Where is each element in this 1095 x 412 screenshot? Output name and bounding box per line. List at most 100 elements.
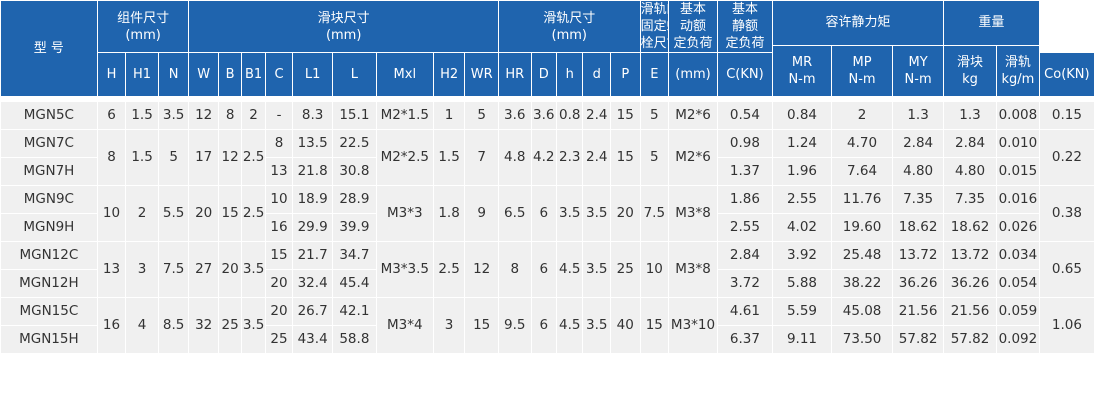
n-cell: 5	[157, 129, 190, 186]
h1-cell: 3	[125, 241, 159, 298]
b-cell: 20	[217, 241, 243, 298]
bolt-size-cell: M3*8	[668, 241, 718, 298]
h1-cell: 2	[125, 185, 159, 242]
l-cell: 58.8	[331, 325, 377, 354]
e-cell: 15	[639, 297, 670, 354]
b-cell: 8	[217, 101, 243, 130]
h-cell: 10	[96, 185, 127, 242]
mr-cell: 2	[831, 101, 894, 130]
model-cell: MGN7H	[0, 157, 98, 186]
hr-cell: 8	[497, 241, 532, 298]
h1-cell: 1.5	[125, 129, 159, 186]
rail-h-cell: 2.3	[556, 129, 584, 186]
header-rail-bolt: 滑轨的 固定螺 栓尺寸	[639, 0, 670, 53]
header-sub-wr: WR	[464, 52, 499, 97]
block-weight-cell: 0.059	[996, 297, 1040, 326]
h2-cell: 1	[432, 101, 466, 130]
header-sub-b: B	[217, 52, 243, 97]
model-cell: MGN7C	[0, 129, 98, 158]
h1-cell: 4	[125, 297, 159, 354]
mp-cell: 1.3	[892, 101, 945, 130]
bolt-size-cell: M2*6	[668, 129, 718, 186]
h-cell: 6	[96, 101, 127, 130]
static-load-cell: 5.88	[771, 269, 833, 298]
header-sub-n: N	[157, 52, 190, 97]
model-cell: MGN12H	[0, 269, 98, 298]
static-load-cell: 4.02	[771, 213, 833, 242]
header-my: MY N-m	[892, 45, 945, 97]
rail-weight-cell: 0.65	[1038, 241, 1095, 298]
mp-cell: 18.62	[892, 213, 945, 242]
header-sub-co-kn: Co(KN)	[1038, 52, 1095, 97]
n-cell: 3.5	[157, 101, 190, 130]
rail-h-cell: 4.5	[556, 241, 584, 298]
header-sub-h1: H1	[125, 52, 159, 97]
n-cell: 8.5	[157, 297, 190, 354]
header-sub-w: W	[188, 52, 219, 97]
dynamic-load-cell: 0.98	[716, 129, 773, 158]
header-sub-p: P	[609, 52, 641, 97]
header-sub-h-rail: h	[556, 52, 584, 97]
header-gap	[0, 96, 1095, 102]
header-mr: MR N-m	[771, 45, 833, 97]
header-mp: MP N-m	[831, 45, 894, 97]
block-weight-cell: 0.034	[996, 241, 1040, 270]
b-cell: 25	[217, 297, 243, 354]
table-row: MGN9C 10 2 5.5 20 15 2.5 10 18.9 28.9 M3*3 1.8 9 6.5 6…	[0, 185, 1095, 242]
table-row: MGN15C 16 4 8.5 32 25 3.5 20 26.7 42.1 M3*4 3 15 9.5 6…	[0, 297, 1095, 354]
header-rail-dims: 滑轨尺寸 (mm)	[497, 0, 641, 53]
block-weight-cell: 0.092	[996, 325, 1040, 354]
my-cell: 13.72	[943, 241, 998, 270]
l-cell: 45.4	[331, 269, 377, 298]
h-cell: 8	[96, 129, 127, 186]
rail-d-cell: 6	[530, 297, 558, 354]
wr-cell: 5	[464, 101, 499, 130]
pitch-cell: 40	[609, 297, 641, 354]
w-cell: 17	[188, 129, 219, 186]
mp-cell: 2.84	[892, 129, 945, 158]
b1-cell: 2	[241, 101, 266, 130]
model-cell: MGN5C	[0, 101, 98, 130]
static-load-cell: 1.96	[771, 157, 833, 186]
b1-cell: 3.5	[241, 241, 266, 298]
h1-cell: 1.5	[125, 101, 159, 130]
w-cell: 12	[188, 101, 219, 130]
rail-weight-cell: 1.06	[1038, 297, 1095, 354]
rail-d-cell: 6	[530, 185, 558, 242]
l-cell: 39.9	[331, 213, 377, 242]
header-block-weight: 滑块 kg	[943, 45, 998, 97]
mp-cell: 7.35	[892, 185, 945, 214]
my-cell: 7.35	[943, 185, 998, 214]
c-cell: 15	[264, 241, 294, 270]
c-cell: 16	[264, 213, 294, 242]
wr-cell: 12	[464, 241, 499, 298]
dynamic-load-cell: 1.86	[716, 185, 773, 214]
e-cell: 10	[639, 241, 670, 298]
header-slider-dims: 滑块尺寸 (mm)	[188, 0, 499, 53]
static-load-cell: 5.59	[771, 297, 833, 326]
hr-cell: 6.5	[497, 185, 532, 242]
spec-table: 型 号 组件尺寸 (mm) 滑块尺寸 (mm) 滑轨尺寸 (mm) 滑轨的 固定…	[0, 0, 1095, 354]
dynamic-load-cell: 6.37	[716, 325, 773, 354]
c-cell: -	[264, 101, 294, 130]
header-sub-l: L	[331, 52, 377, 97]
l1-cell: 43.4	[292, 325, 333, 354]
l1-cell: 18.9	[292, 185, 333, 214]
static-load-cell: 1.24	[771, 129, 833, 158]
l-cell: 28.9	[331, 185, 377, 214]
e-cell: 5	[639, 129, 670, 186]
mxl-cell: M2*1.5	[375, 101, 434, 130]
rail-bolt-d-cell: 2.4	[582, 101, 611, 130]
mp-cell: 21.56	[892, 297, 945, 326]
table-row: MGN5C 6 1.5 3.5 12 8 2-8.3 15.1 M2*1.5 1 5 3.6 3.6 0.…	[0, 101, 1095, 130]
hr-cell: 9.5	[497, 297, 532, 354]
header-assembly-dims: 组件尺寸 (mm)	[96, 0, 190, 53]
l1-cell: 21.8	[292, 157, 333, 186]
b-cell: 15	[217, 185, 243, 242]
pitch-cell: 20	[609, 185, 641, 242]
header-sub-l1: L1	[292, 52, 333, 97]
model-cell: MGN9C	[0, 185, 98, 214]
table-row: MGN7C 8 1.5 5 17 12 2.5 8 13.5 22.5 M2*2.5 1.5 7 4.8 4…	[0, 129, 1095, 186]
w-cell: 27	[188, 241, 219, 298]
c-cell: 20	[264, 269, 294, 298]
